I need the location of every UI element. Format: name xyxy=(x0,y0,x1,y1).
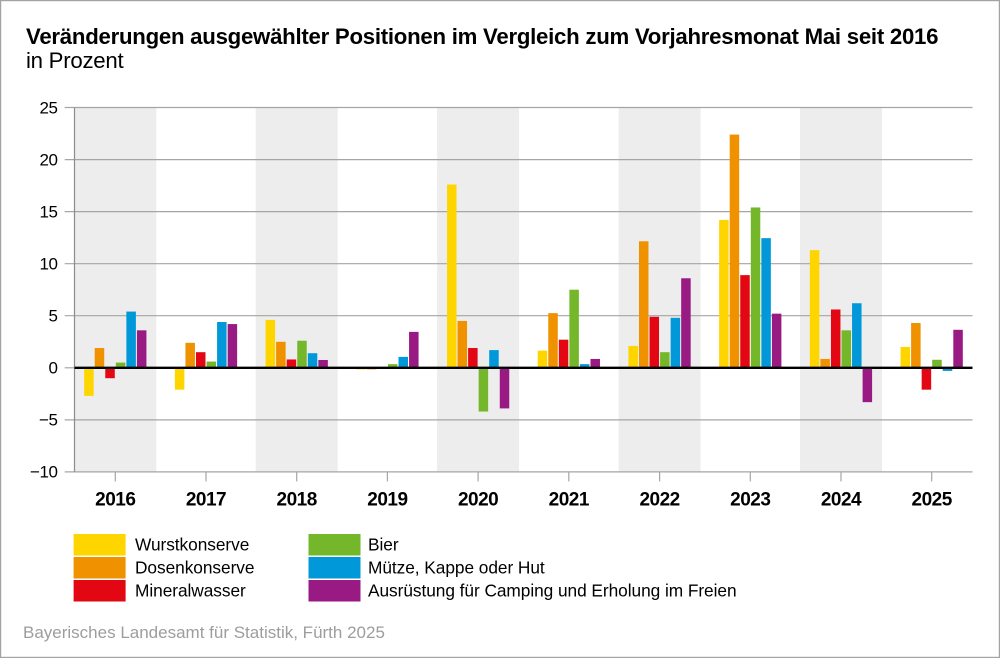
svg-text:Bier: Bier xyxy=(368,535,399,555)
svg-text:0: 0 xyxy=(48,359,57,378)
svg-text:2024: 2024 xyxy=(821,490,862,511)
svg-text:20: 20 xyxy=(39,150,57,169)
svg-text:2017: 2017 xyxy=(186,490,226,511)
svg-text:Dosenkonserve: Dosenkonserve xyxy=(135,558,254,578)
svg-text:Wurstkonserve: Wurstkonserve xyxy=(135,535,249,555)
svg-text:Veränderungen ausgewählter Pos: Veränderungen ausgewählter Positionen im… xyxy=(26,24,938,49)
svg-text:10: 10 xyxy=(39,255,57,274)
svg-text:Ausrüstung für Camping und Erh: Ausrüstung für Camping und Erholung im F… xyxy=(368,581,737,601)
svg-text:2023: 2023 xyxy=(730,490,770,511)
svg-text:Mütze, Kappe oder Hut: Mütze, Kappe oder Hut xyxy=(368,558,545,578)
svg-text:−5: −5 xyxy=(39,411,57,430)
svg-text:25: 25 xyxy=(39,98,57,117)
svg-text:15: 15 xyxy=(39,202,57,221)
svg-text:2021: 2021 xyxy=(549,490,590,511)
svg-text:2020: 2020 xyxy=(458,490,498,511)
svg-text:2019: 2019 xyxy=(367,490,407,511)
svg-text:Bayerisches Landesamt für Stat: Bayerisches Landesamt für Statistik, Für… xyxy=(23,623,385,642)
svg-text:Mineralwasser: Mineralwasser xyxy=(135,581,246,601)
svg-text:in Prozent: in Prozent xyxy=(26,48,123,73)
svg-text:2018: 2018 xyxy=(277,490,317,511)
svg-text:−10: −10 xyxy=(30,463,58,482)
svg-text:2022: 2022 xyxy=(639,490,679,511)
svg-text:2016: 2016 xyxy=(95,490,135,511)
svg-text:5: 5 xyxy=(48,307,57,326)
svg-text:2025: 2025 xyxy=(912,490,953,511)
